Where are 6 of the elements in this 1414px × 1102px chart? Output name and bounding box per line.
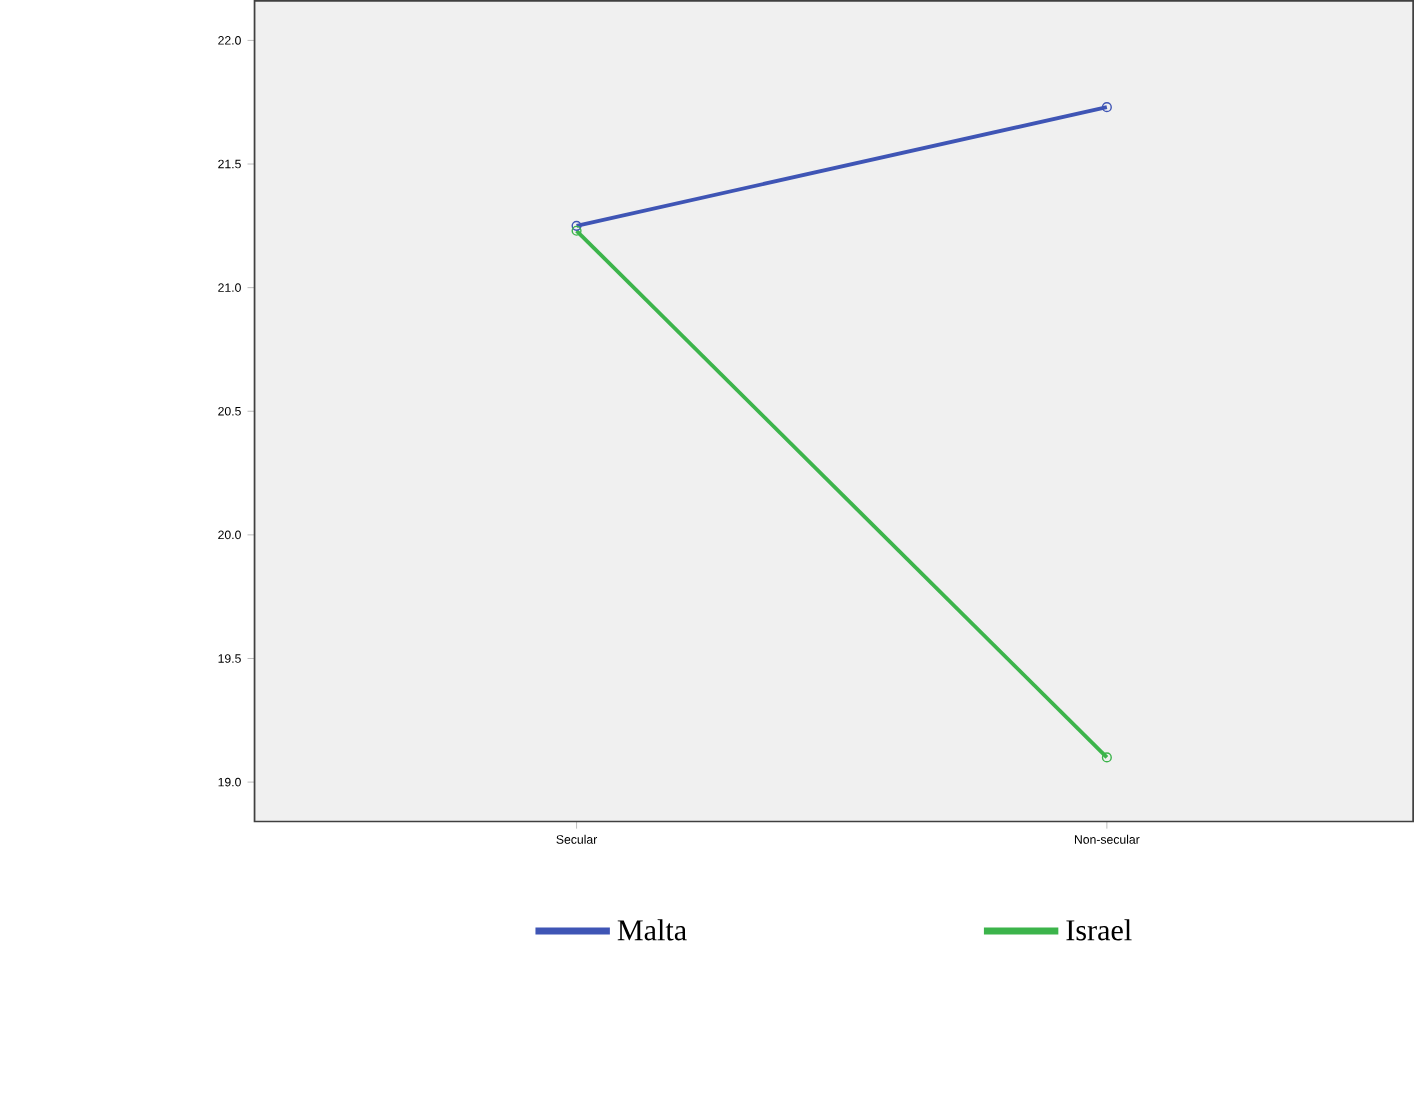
point — [1101, 752, 1112, 763]
legend-label: Malta — [617, 919, 687, 941]
legend-label: Israel — [1066, 919, 1132, 941]
point — [571, 221, 582, 232]
point — [571, 226, 582, 237]
point — [1101, 102, 1112, 113]
